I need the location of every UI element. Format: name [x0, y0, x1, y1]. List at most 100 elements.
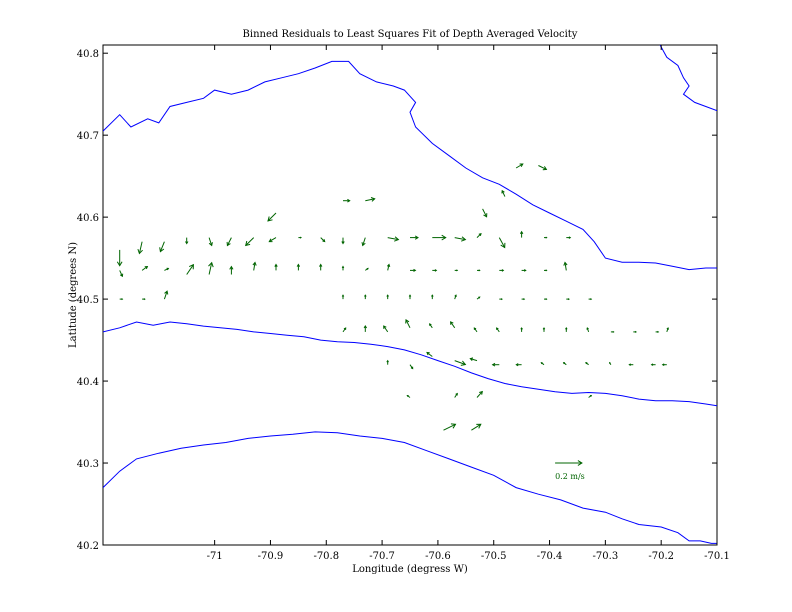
velocity-arrow	[521, 298, 526, 301]
velocity-arrow	[364, 294, 367, 300]
velocity-arrow	[496, 327, 500, 333]
velocity-arrow	[432, 234, 447, 241]
velocity-arrow	[342, 327, 347, 333]
velocity-arrow	[386, 263, 391, 271]
velocity-arrow	[499, 269, 505, 272]
velocity-arrow	[208, 261, 214, 275]
velocity-arrow	[544, 269, 548, 272]
velocity-arrow	[341, 294, 345, 300]
velocity-arrow	[361, 237, 366, 247]
velocity-arrow	[406, 394, 411, 398]
velocity-arrow	[655, 330, 660, 333]
velocity-arrow	[409, 364, 414, 370]
velocity-arrow	[454, 294, 457, 300]
velocity-arrow	[477, 269, 481, 272]
y-axis-ticks: 40.2 40.3 40.4 40.5 40.6 40.7 40.8	[77, 49, 717, 552]
velocity-arrow	[491, 362, 500, 367]
velocity-arrow	[469, 357, 478, 362]
velocity-arrow	[363, 325, 368, 332]
velocity-arrow	[454, 392, 458, 398]
velocity-vectors	[116, 163, 669, 431]
y-tick-label: 40.6	[77, 213, 99, 224]
velocity-arrow	[141, 265, 149, 271]
velocity-arrow	[296, 263, 301, 271]
velocity-arrow	[628, 363, 634, 366]
velocity-arrow	[387, 236, 400, 242]
y-tick-label: 40.7	[77, 131, 99, 142]
velocity-arrow	[566, 298, 570, 301]
velocity-arrow	[142, 298, 146, 301]
velocity-arrow	[164, 267, 170, 271]
x-axis-ticks: -71 -70.9 -70.8 -70.7 -70.6 -70.5 -70.4 -70.3 -7…	[207, 45, 730, 562]
velocity-arrow	[320, 237, 326, 243]
velocity-arrow	[450, 321, 456, 329]
velocity-arrow	[476, 233, 482, 238]
velocity-arrow	[383, 325, 389, 333]
velocity-arrow	[410, 268, 417, 272]
x-tick-label: -70.9	[258, 551, 284, 562]
velocity-arrow	[365, 197, 376, 202]
velocity-arrow	[245, 237, 255, 247]
velocity-arrow	[542, 327, 546, 332]
x-tick-label: -70.4	[537, 551, 563, 562]
velocity-arrow	[185, 237, 189, 245]
velocity-arrow	[566, 236, 572, 239]
velocity-arrow	[343, 198, 351, 203]
velocity-arrow	[454, 360, 467, 366]
x-axis-label: Longitude (degress W)	[352, 564, 468, 575]
velocity-arrow	[609, 361, 612, 365]
velocity-arrow	[661, 363, 667, 366]
velocity-arrow	[426, 351, 433, 357]
middle-contour	[103, 321, 717, 407]
y-axis-label: Latitude (degrees N)	[68, 242, 79, 348]
y-tick-label: 40.8	[77, 49, 99, 60]
velocity-arrow	[226, 237, 232, 247]
velocity-arrow	[386, 359, 389, 365]
velocity-arrow	[454, 269, 459, 272]
velocity-arrow	[586, 327, 590, 333]
velocity-arrow	[520, 327, 523, 332]
velocity-arrow	[298, 236, 302, 239]
velocity-arrow	[431, 294, 434, 300]
velocity-arrow	[268, 237, 277, 243]
x-tick-label: -70.8	[313, 551, 339, 562]
velocity-arrow	[119, 298, 124, 301]
chart-title: Binned Residuals to Least Squares Fit of…	[243, 29, 578, 40]
velocity-arrow	[544, 298, 548, 301]
velocity-arrow	[476, 296, 481, 300]
y-tick-label: 40.3	[77, 459, 99, 470]
velocity-arrow	[137, 241, 143, 255]
velocity-arrow	[119, 270, 124, 278]
velocity-arrow	[432, 269, 438, 272]
x-tick-label: -70.5	[481, 551, 507, 562]
velocity-arrow	[341, 237, 345, 245]
velocity-arrow	[650, 363, 656, 366]
velocity-arrow	[159, 241, 165, 253]
velocity-arrow	[229, 265, 234, 275]
velocity-arrow	[429, 323, 433, 329]
velocity-arrow	[610, 330, 615, 333]
velocity-arrow	[163, 290, 169, 300]
scale-arrow-group	[555, 460, 583, 466]
velocity-arrow	[274, 263, 278, 271]
scale-arrow-label: 0.2 m/s	[555, 472, 585, 481]
velocity-arrow	[471, 423, 482, 431]
velocity-arrow	[186, 263, 194, 275]
x-tick-label: -70.3	[593, 551, 619, 562]
velocity-arrow	[538, 165, 548, 171]
velocity-arrow	[386, 294, 389, 300]
velocity-arrow	[519, 230, 524, 238]
coastline-contours	[103, 45, 717, 544]
velocity-arrow	[588, 394, 593, 398]
velocity-arrow	[521, 269, 527, 272]
lower-contour	[103, 431, 717, 544]
y-tick-label: 40.4	[77, 377, 99, 388]
velocity-arrow	[544, 236, 548, 239]
upper-right-contour	[659, 45, 717, 112]
velocity-arrow	[515, 363, 522, 367]
velocity-arrow	[482, 208, 488, 218]
y-tick-label: 40.2	[77, 541, 99, 552]
velocity-arrow	[501, 189, 506, 197]
upper-contour	[103, 60, 717, 271]
